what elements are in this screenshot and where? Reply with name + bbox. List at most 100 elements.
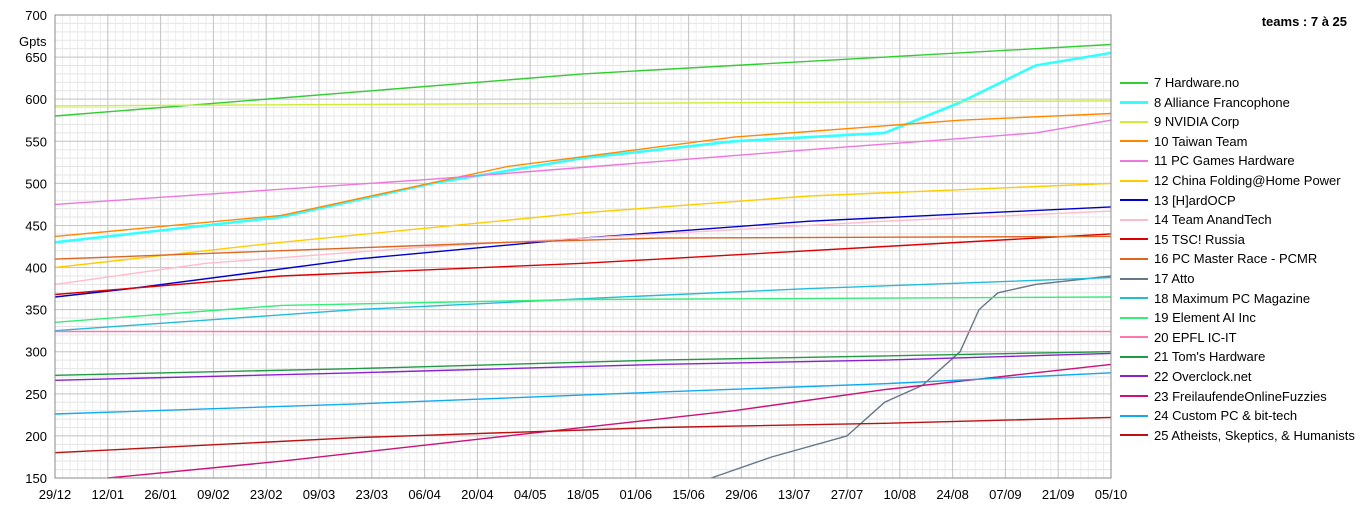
legend-swatch: [1120, 375, 1148, 378]
legend-label: 12 China Folding@Home Power: [1154, 172, 1341, 188]
legend-swatch: [1120, 159, 1148, 162]
legend-item: 18 Maximum PC Magazine: [1120, 288, 1360, 308]
series-line: [54, 235, 1112, 260]
x-tick-label: 12/01: [92, 487, 125, 502]
legend-swatch: [1120, 395, 1148, 398]
legend-swatch: [1120, 434, 1148, 437]
legend-label: 7 Hardware.no: [1154, 74, 1240, 90]
x-tick-label: 18/05: [567, 487, 600, 502]
series-layer: [54, 43, 1112, 479]
series-line: [54, 210, 1112, 286]
legend-item: 10 Taiwan Team: [1120, 131, 1360, 151]
y-tick-label: 550: [25, 134, 47, 149]
legend-swatch: [1120, 277, 1148, 280]
series-line: [54, 51, 1112, 244]
series-line: [710, 275, 1112, 479]
y-tick-label: 700: [25, 8, 47, 23]
series-line: [54, 182, 1112, 269]
legend-swatch: [1120, 414, 1148, 417]
x-tick-label: 04/05: [514, 487, 547, 502]
y-axis-ticks: 150 200 250 300 350 400 450 500 550 600 650 700: [25, 8, 47, 486]
legend-swatch: [1120, 179, 1148, 182]
series-line: [54, 296, 1112, 323]
x-tick-label: 10/08: [884, 487, 917, 502]
x-tick-label: 24/08: [936, 487, 969, 502]
legend-label: 25 Atheists, Skeptics, & Humanists: [1154, 427, 1355, 443]
legend-item: 21 Tom's Hardware: [1120, 346, 1360, 366]
legend-label: 21 Tom's Hardware: [1154, 349, 1266, 365]
y-tick-label: 600: [25, 92, 47, 107]
legend-item: 15 TSC! Russia: [1120, 229, 1360, 249]
x-tick-label: 01/06: [620, 487, 653, 502]
series-line: [54, 100, 1112, 107]
x-tick-label: 20/04: [461, 487, 494, 502]
legend-swatch: [1120, 199, 1148, 202]
x-tick-label: 21/09: [1042, 487, 1075, 502]
legend-swatch: [1120, 238, 1148, 241]
y-tick-label: 250: [25, 387, 47, 402]
y-tick-label: 650: [25, 50, 47, 65]
legend-label: 15 TSC! Russia: [1154, 231, 1245, 247]
series-line: [54, 351, 1112, 376]
legend-label: 16 PC Master Race - PCMR: [1154, 251, 1318, 267]
legend-label: 17 Atto: [1154, 270, 1195, 286]
y-tick-label: 400: [25, 261, 47, 276]
legend-swatch: [1120, 140, 1148, 143]
legend-item: 16 PC Master Race - PCMR: [1120, 248, 1360, 268]
legend-label: 19 Element AI Inc: [1154, 309, 1256, 325]
series-line: [54, 119, 1112, 206]
legend-item: 22 Overclock.net: [1120, 366, 1360, 386]
x-tick-label: 29/06: [725, 487, 758, 502]
y-tick-label: 500: [25, 176, 47, 191]
series-line: [54, 352, 1112, 381]
legend-item: 19 Element AI Inc: [1120, 307, 1360, 327]
legend-item: 20 EPFL IC-IT: [1120, 327, 1360, 347]
legend-item: 25 Atheists, Skeptics, & Humanists: [1120, 425, 1360, 445]
legend-label: 9 NVIDIA Corp: [1154, 113, 1240, 129]
legend-swatch: [1120, 218, 1148, 221]
x-tick-label: 09/02: [197, 487, 230, 502]
legend-label: 14 Team AnandTech: [1154, 211, 1272, 227]
y-tick-label: 300: [25, 345, 47, 360]
chart-title: teams : 7 à 25: [1261, 14, 1347, 29]
y-tick-label: 350: [25, 303, 47, 318]
series-line: [107, 363, 1112, 479]
legend-label: 18 Maximum PC Magazine: [1154, 290, 1311, 306]
legend-label: 22 Overclock.net: [1154, 368, 1252, 384]
x-tick-label: 26/01: [144, 487, 177, 502]
x-tick-label: 15/06: [672, 487, 705, 502]
legend-item: 8 Alliance Francophone: [1120, 92, 1360, 112]
legend-item: 17 Atto: [1120, 268, 1360, 288]
legend-label: 11 PC Games Hardware: [1154, 153, 1295, 169]
legend-swatch: [1120, 100, 1148, 104]
legend-label: 24 Custom PC & bit-tech: [1154, 407, 1298, 423]
x-tick-label: 13/07: [778, 487, 811, 502]
legend-label: 20 EPFL IC-IT: [1154, 329, 1237, 345]
legend-item: 7 Hardware.no: [1120, 72, 1360, 92]
x-tick-label: 23/03: [356, 487, 389, 502]
x-tick-label: 06/04: [408, 487, 441, 502]
legend: 7 Hardware.no 8 Alliance Francophone 9 NVI…: [1120, 72, 1360, 444]
legend-item: 14 Team AnandTech: [1120, 209, 1360, 229]
legend-swatch: [1120, 297, 1148, 300]
legend-item: 13 [H]ardOCP: [1120, 190, 1360, 210]
x-tick-label: 29/12: [39, 487, 72, 502]
x-tick-label: 27/07: [831, 487, 864, 502]
legend-swatch: [1120, 336, 1148, 339]
legend-label: 13 [H]ardOCP: [1154, 192, 1236, 208]
x-tick-label: 05/10: [1095, 487, 1128, 502]
x-tick-label: 07/09: [989, 487, 1022, 502]
legend-swatch: [1120, 355, 1148, 358]
x-tick-label: 23/02: [250, 487, 283, 502]
legend-swatch: [1120, 81, 1148, 84]
legend-swatch: [1120, 257, 1148, 260]
legend-label: 23 FreilaufendeOnlineFuzzies: [1154, 388, 1327, 404]
series-line: [54, 276, 1112, 332]
x-axis-ticks: 29/12 12/01 26/01 09/02 23/02 09/03 23/03 06/04…: [39, 487, 1128, 502]
legend-item: 9 NVIDIA Corp: [1120, 111, 1360, 131]
legend-label: 8 Alliance Francophone: [1154, 94, 1290, 110]
y-axis-label: Gpts: [19, 34, 47, 49]
y-tick-label: 450: [25, 218, 47, 233]
